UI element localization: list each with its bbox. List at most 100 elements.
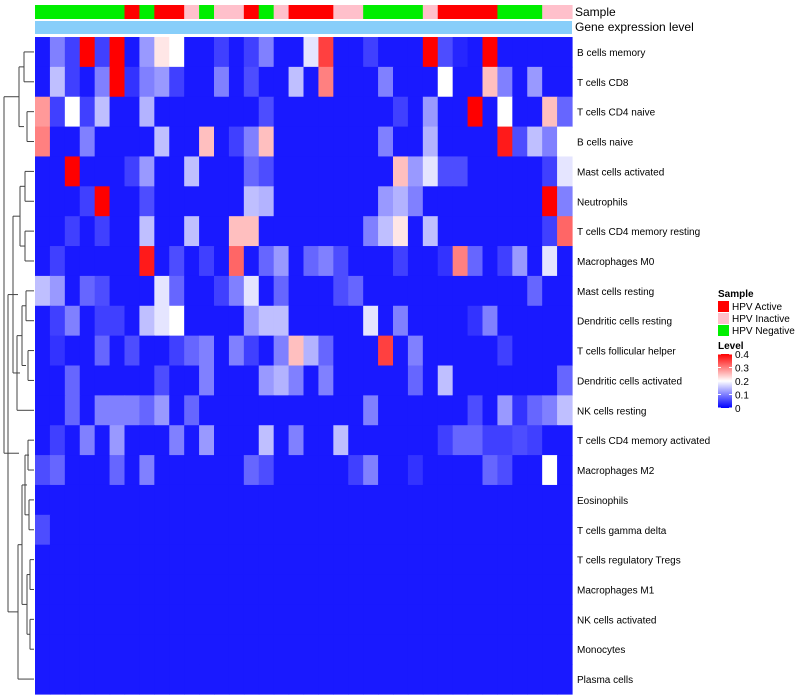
heatmap-cell <box>303 604 320 635</box>
heatmap-cell <box>124 425 141 456</box>
heatmap-cell <box>199 275 215 307</box>
heatmap-cell <box>109 574 126 606</box>
heatmap-cell <box>422 664 439 695</box>
heatmap-cell <box>184 126 200 158</box>
heatmap-cell <box>169 514 185 546</box>
heatmap-cell <box>482 455 499 486</box>
row-label: T cells regulatory Tregs <box>577 556 681 567</box>
heatmap-cell <box>154 544 170 576</box>
heatmap-cell <box>109 455 126 486</box>
heatmap-cell <box>288 96 305 128</box>
heatmap-cell <box>407 186 424 217</box>
heatmap-cell <box>214 664 230 695</box>
sample-annotation-cell <box>393 5 409 19</box>
heatmap-cell <box>527 484 543 516</box>
heatmap-cell <box>154 574 170 606</box>
heatmap-cell <box>482 484 499 516</box>
heatmap-cell <box>422 246 439 277</box>
heatmap-cell <box>393 305 409 337</box>
heatmap-cell <box>333 514 349 546</box>
heatmap-cell <box>363 365 379 396</box>
legend-tick-label: 0.4 <box>735 350 749 361</box>
heatmap-cell <box>243 96 260 128</box>
heatmap-cell <box>348 335 364 367</box>
heatmap-cell <box>79 246 96 277</box>
heatmap-cell <box>497 186 513 217</box>
heatmap-cell <box>184 246 200 277</box>
row-label: Macrophages M2 <box>577 466 655 477</box>
heatmap-cell <box>557 574 573 606</box>
heatmap-cell <box>452 634 469 665</box>
heatmap-cell <box>363 96 379 128</box>
heatmap-cell <box>288 455 305 486</box>
heatmap-cell <box>437 275 454 307</box>
heatmap-cell <box>557 246 573 277</box>
heatmap-cell <box>303 514 320 546</box>
heatmap-cell <box>79 484 96 516</box>
heatmap-cell <box>303 37 320 68</box>
heatmap-cell <box>452 514 469 546</box>
heatmap-cell <box>467 484 484 516</box>
heatmap-cell <box>318 66 334 98</box>
heatmap-cell <box>497 514 513 546</box>
sample-annotation-cell <box>303 5 320 19</box>
heatmap-cell <box>363 216 379 247</box>
heatmap-cell <box>437 126 454 158</box>
heatmap-cell <box>288 365 305 396</box>
heatmap-cell <box>64 216 81 247</box>
heatmap-cell <box>79 455 96 486</box>
heatmap-cell <box>124 574 141 606</box>
heatmap-cell <box>318 335 334 367</box>
heatmap-cell <box>437 66 454 98</box>
row-dendrogram <box>3 51 34 680</box>
heatmap-cell <box>542 305 558 337</box>
heatmap-cell <box>184 216 200 247</box>
heatmap-cell <box>64 66 81 98</box>
heatmap-cell <box>393 664 409 695</box>
heatmap-cell <box>333 66 349 98</box>
heatmap-cell <box>363 246 379 277</box>
heatmap-cell <box>437 96 454 128</box>
heatmap-cell <box>482 186 499 217</box>
heatmap-cell <box>452 455 469 486</box>
heatmap-cell <box>64 335 81 367</box>
heatmap-cell <box>94 246 111 277</box>
heatmap-cell <box>94 574 111 606</box>
heatmap-cell <box>79 37 96 68</box>
heatmap-cell <box>273 395 290 426</box>
heatmap-cell <box>184 455 200 486</box>
heatmap-cell <box>333 96 349 128</box>
heatmap-cell <box>512 634 528 665</box>
heatmap-cell <box>199 484 215 516</box>
heatmap-cell <box>422 96 439 128</box>
heatmap-cell <box>228 335 245 367</box>
heatmap-cell <box>437 574 454 606</box>
heatmap-cell <box>79 514 96 546</box>
heatmap-cell <box>497 365 513 396</box>
heatmap-cell <box>407 335 424 367</box>
heatmap-cell <box>363 66 379 98</box>
legend-tick-label: 0 <box>735 404 741 415</box>
row-label: T cells follicular helper <box>577 347 676 358</box>
sample-annotation-cell <box>497 5 513 19</box>
heatmap-cell <box>333 37 349 68</box>
heatmap-cell <box>64 96 81 128</box>
heatmap-cell <box>527 186 543 217</box>
row-label: Dendritic cells resting <box>577 317 672 328</box>
heatmap-cell <box>363 484 379 516</box>
heatmap-cell <box>378 634 394 665</box>
heatmap-cell <box>393 484 409 516</box>
heatmap-cell <box>49 514 66 546</box>
heatmap-cell <box>124 216 141 247</box>
heatmap-cell <box>482 37 499 68</box>
sample-annotation-cell <box>243 5 260 19</box>
sample-annotation-cell <box>378 5 394 19</box>
heatmap-cell <box>482 604 499 635</box>
heatmap-cell <box>199 216 215 247</box>
heatmap-cell <box>79 604 96 635</box>
heatmap-cell <box>124 335 141 367</box>
heatmap-cell <box>527 66 543 98</box>
heatmap-cell <box>407 664 424 695</box>
heatmap-cell <box>512 66 528 98</box>
heatmap-cell <box>542 216 558 247</box>
